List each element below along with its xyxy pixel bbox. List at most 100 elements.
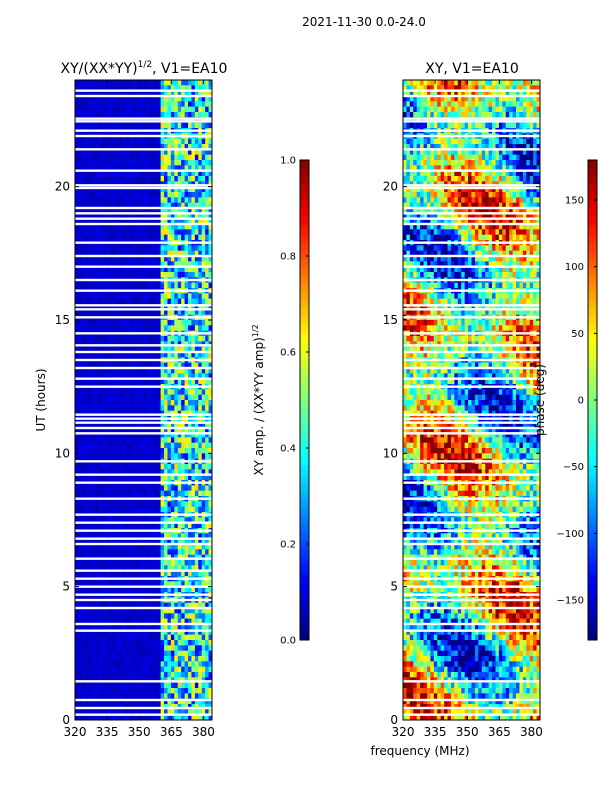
heatmap-cell	[112, 405, 117, 412]
heatmap-cell	[184, 309, 189, 316]
heatmap-cell	[160, 538, 165, 545]
heatmap-cell	[194, 634, 199, 641]
heatmap-cell	[88, 229, 93, 236]
heatmap-cell	[85, 394, 90, 401]
heatmap-cell	[205, 400, 209, 406]
heatmap-cell	[170, 197, 175, 204]
heatmap-cell	[181, 469, 185, 476]
colorbar-swatch	[300, 210, 309, 216]
heatmap-cell	[160, 714, 165, 721]
heatmap-cell	[78, 469, 83, 476]
heatmap-cell	[174, 618, 179, 625]
heatmap-cell	[177, 325, 182, 332]
colorbar-swatch	[300, 585, 309, 591]
heatmap-cell	[85, 448, 90, 454]
heatmap-cell	[129, 208, 134, 214]
heatmap-cell	[167, 336, 172, 342]
heatmap-cell	[85, 650, 90, 657]
heatmap-cell	[133, 245, 138, 252]
heatmap-cell	[177, 437, 182, 444]
heatmap-cell	[170, 650, 175, 657]
heatmap-cell	[150, 448, 155, 454]
heatmap-cell	[126, 362, 131, 369]
heatmap-cell	[112, 165, 117, 172]
heatmap-cell	[177, 634, 182, 641]
heatmap-cell	[174, 389, 179, 396]
heatmap-cell	[98, 533, 103, 540]
heatmap-cell	[174, 672, 179, 678]
heatmap-cell	[146, 218, 151, 225]
heatmap-cell	[194, 485, 199, 492]
heatmap-cell	[140, 378, 144, 385]
heatmap-cell	[126, 96, 131, 102]
heatmap-cell	[105, 373, 110, 380]
heatmap-cell	[122, 405, 127, 412]
heatmap-cell	[129, 362, 134, 369]
heatmap-cell	[164, 501, 168, 508]
heatmap-cell	[191, 336, 196, 342]
heatmap-cell	[160, 640, 165, 646]
heatmap-cell	[160, 560, 165, 566]
heatmap-cell	[85, 666, 90, 673]
heatmap-cell	[75, 368, 79, 374]
heatmap-cell	[92, 586, 96, 593]
heatmap-cell	[92, 474, 96, 481]
heatmap-cell	[81, 485, 86, 492]
heatmap-cell	[153, 282, 158, 289]
heatmap-cell	[133, 453, 138, 460]
flagged-row	[75, 577, 212, 580]
heatmap-cell	[112, 80, 117, 86]
heatmap-cell	[136, 96, 141, 102]
heatmap-cell	[143, 544, 148, 550]
heatmap-cell	[102, 634, 107, 641]
heatmap-cell	[153, 85, 158, 92]
heatmap-cell	[198, 234, 203, 241]
heatmap-cell	[205, 608, 209, 614]
heatmap-cell	[181, 464, 185, 470]
heatmap-cell	[92, 85, 96, 92]
heatmap-cell	[160, 688, 165, 694]
heatmap-cell	[95, 421, 100, 428]
heatmap-cell	[88, 378, 93, 385]
heatmap-cell	[133, 186, 138, 193]
heatmap-cell	[95, 336, 100, 342]
heatmap-cell	[198, 346, 203, 353]
heatmap-cell	[95, 261, 100, 268]
heatmap-cell	[126, 549, 131, 556]
heatmap-cell	[181, 373, 185, 380]
heatmap-cell	[150, 602, 155, 609]
heatmap-cell	[95, 256, 100, 262]
heatmap-cell	[153, 293, 158, 300]
heatmap-cell	[81, 96, 86, 102]
heatmap-cell	[109, 122, 114, 129]
heatmap-cell	[109, 192, 114, 198]
heatmap-cell	[105, 378, 110, 385]
heatmap-cell	[184, 714, 189, 721]
heatmap-cell	[119, 688, 124, 694]
heatmap-cell	[160, 282, 165, 289]
heatmap-cell	[177, 208, 182, 214]
heatmap-cell	[150, 432, 155, 438]
heatmap-cell	[75, 224, 79, 230]
heatmap-cell	[205, 112, 209, 118]
heatmap-cell	[105, 362, 110, 369]
heatmap-cell	[198, 714, 203, 721]
heatmap-cell	[164, 202, 168, 209]
heatmap-cell	[140, 437, 144, 444]
heatmap-cell	[157, 186, 162, 193]
colorbar-swatch	[300, 345, 309, 351]
heatmap-cell	[88, 693, 93, 700]
heatmap-cell	[160, 634, 165, 641]
heatmap-cell	[75, 613, 79, 620]
heatmap-cell	[167, 453, 172, 460]
flagged-row	[75, 212, 212, 215]
heatmap-cell	[143, 325, 148, 332]
heatmap-cell	[198, 624, 203, 630]
heatmap-cell	[194, 144, 199, 150]
heatmap-cell	[170, 501, 175, 508]
heatmap-cell	[129, 506, 134, 513]
heatmap-cell	[188, 176, 192, 182]
heatmap-cell	[181, 394, 185, 401]
heatmap-cell	[167, 298, 172, 305]
heatmap-cell	[140, 165, 144, 172]
